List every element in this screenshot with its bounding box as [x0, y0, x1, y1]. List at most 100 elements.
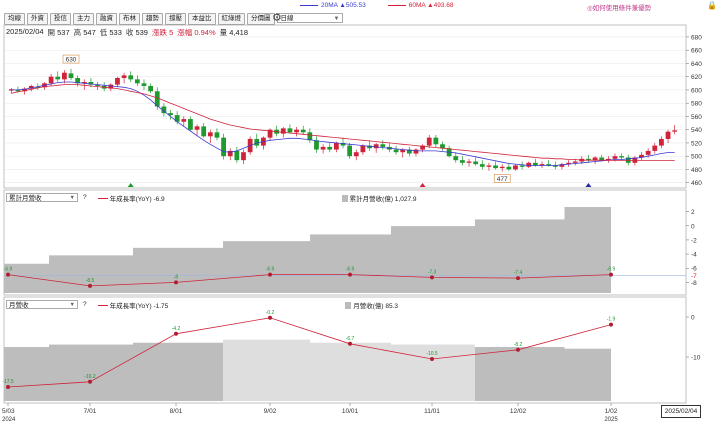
x-axis-label: 9/02 — [264, 408, 277, 415]
candle-body — [314, 140, 319, 150]
candle-body — [214, 132, 220, 138]
monthly-yoy-tick-label: -10 — [691, 355, 701, 362]
period-select[interactable]: 日線 ▼ — [276, 13, 343, 23]
low-value: 533 — [109, 28, 122, 37]
monthly-yoy-data-label: -0.2 — [266, 310, 275, 316]
candle-body — [552, 165, 558, 167]
candle-body — [207, 132, 213, 137]
toolbar-button-traffic-light[interactable]: 紅綠燈 — [217, 13, 245, 25]
monthly-yoy-point — [88, 379, 92, 384]
cumulative-revenue-bar — [391, 226, 475, 293]
candle-body — [367, 145, 372, 149]
close-label: 收 — [125, 28, 134, 37]
panel3-select[interactable]: 月營收 ▼ — [6, 300, 78, 309]
gear-icon[interactable]: ⚙ — [272, 12, 282, 24]
candle-body — [188, 119, 193, 130]
cumulative-yoy-point — [174, 280, 178, 285]
candle-body — [254, 138, 260, 146]
cumulative-yoy-data-label: -6.9 — [266, 267, 275, 273]
x-axis-label: 5/03 — [2, 408, 15, 415]
candle-body — [15, 89, 21, 92]
toolbar-button-support[interactable]: 撐壓 — [165, 13, 186, 25]
price-tick-label: 480 — [691, 167, 702, 174]
panel3-line-legend: 年成長率(YoY) -1.75 — [109, 302, 169, 310]
candle-body — [95, 84, 100, 86]
candle-body — [75, 78, 81, 84]
cumulative-yoy-data-label: -7.4 — [514, 270, 523, 276]
candle-body — [28, 85, 34, 89]
buy-signal-marker — [127, 183, 134, 187]
candle-body — [327, 146, 333, 150]
toolbar-button-price-dist[interactable]: 分價圖 — [247, 13, 275, 25]
candle-body — [493, 165, 498, 169]
candle-body — [645, 150, 651, 155]
candle-body — [307, 132, 313, 141]
candle-body — [241, 152, 246, 161]
open-value: 537 — [57, 28, 70, 37]
ma20-line — [11, 81, 675, 166]
ma60-legend: 60MA ▲493.68 — [387, 2, 454, 9]
date-readout: 2025/02/04 — [661, 405, 701, 418]
monthly-yoy-point — [6, 385, 10, 389]
panel3-bar-swatch — [345, 302, 352, 310]
candle-body — [287, 128, 293, 133]
toolbar-button-margin[interactable]: 融資 — [96, 13, 117, 25]
monthly-yoy-point — [174, 331, 178, 336]
toolbar-button-ma[interactable]: 均線 — [4, 13, 25, 25]
toolbar-button-pe[interactable]: 本益比 — [188, 13, 216, 25]
candle-body — [227, 150, 233, 157]
close-value: 539 — [135, 28, 148, 37]
toolbar-button-trend[interactable]: 趨勢 — [142, 13, 163, 25]
candle-body — [121, 75, 127, 79]
panel3-help-icon[interactable]: ? — [83, 301, 87, 308]
candle-body — [234, 150, 240, 161]
cumulative-yoy-data-label: -8 — [174, 274, 179, 280]
cumulative-yoy-data-label: -6.9 — [607, 267, 616, 273]
candle-body — [572, 161, 578, 163]
cumulative-revenue-bar — [133, 247, 223, 293]
sell-signal-marker — [419, 183, 426, 187]
cumulative-revenue-bar — [4, 263, 49, 293]
cumulative-yoy-point — [88, 283, 92, 288]
panel2-help-icon[interactable]: ? — [83, 194, 87, 201]
lock-icon[interactable]: 🔒 — [707, 1, 717, 10]
candle-body — [221, 137, 226, 157]
price-tick-label: 540 — [691, 127, 702, 134]
candle-body — [294, 129, 299, 133]
toolbar-button-major[interactable]: 主力 — [73, 13, 94, 25]
candle-body — [612, 156, 618, 159]
price-tick-label: 580 — [691, 101, 702, 108]
toolbar-button-trust[interactable]: 投信 — [50, 13, 71, 25]
price-panel-frame — [3, 24, 687, 189]
price-tick-label: 520 — [691, 140, 702, 147]
open-label: 開 — [47, 28, 56, 37]
candle-body — [466, 161, 472, 163]
volume-label: 量 — [219, 28, 228, 37]
panel3-select-value: 月營收 — [9, 302, 29, 309]
toolbar-button-foreign[interactable]: 外資 — [27, 13, 48, 25]
signal-marker — [585, 183, 592, 187]
candle-body — [453, 156, 459, 161]
help-link[interactable]: ◎如何使用條件兼優勢 — [587, 5, 652, 12]
cumulative-yoy-tick-label: -8 — [691, 280, 697, 287]
monthly-yoy-line — [7, 317, 612, 388]
candle-body — [440, 144, 445, 149]
toolbar-button-bollinger[interactable]: 布林 — [119, 13, 140, 25]
candle-body — [393, 149, 399, 153]
cumulative-yoy-point — [430, 275, 434, 280]
price-annotation-label: 630 — [66, 57, 77, 64]
panel2-select[interactable]: 累計月營收 ▼ — [6, 193, 78, 202]
price-tick-label: 500 — [691, 154, 702, 161]
cumulative-revenue-bar — [310, 234, 391, 293]
candle-body — [473, 161, 479, 165]
panel2-bar-legend: 累計月營收(億) 1,027.9 — [349, 195, 417, 203]
panel3-header: 月營收 ▼ ? 年成長率(YoY) -1.75 月營收(億) 85.3 — [6, 299, 398, 310]
panel2-select-value: 累計月營收 — [9, 195, 42, 202]
candle-body — [479, 164, 485, 167]
chevron-down-icon: ▼ — [69, 302, 75, 308]
candle-body — [639, 154, 644, 158]
candle-body — [373, 144, 379, 149]
candle-body — [300, 129, 306, 133]
candle-body — [506, 166, 512, 170]
